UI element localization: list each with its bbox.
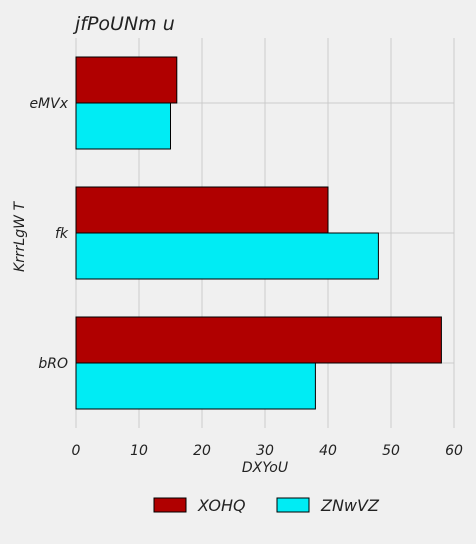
legend-swatch-ZNwVZ <box>276 497 310 513</box>
y-tick-label: fk <box>55 226 69 242</box>
y-tick-label: eMVx <box>29 96 68 112</box>
y-tick-labels: bRO fk eMVx <box>29 96 68 372</box>
bar-ZNwVZ-bRO <box>75 362 316 410</box>
legend-swatch-XOHQ <box>153 497 187 513</box>
x-tick-label: 40 <box>319 443 337 459</box>
x-tick-label: 50 <box>382 443 400 459</box>
bar-XOHQ-fk <box>75 186 329 234</box>
x-tick-labels: 0 10 20 30 40 50 60 <box>72 443 463 459</box>
y-axis-label: KrrrLgW T <box>12 201 28 272</box>
bar-XOHQ-bRO <box>75 316 442 364</box>
chart-title: jfPoUNm u <box>72 13 175 35</box>
bar-XOHQ-eMVx <box>75 56 178 104</box>
x-tick-label: 0 <box>72 443 81 459</box>
legend-label-ZNwVZ: ZNwVZ <box>320 496 380 515</box>
x-tick-label: 20 <box>193 443 211 459</box>
x-tick-label: 30 <box>256 443 274 459</box>
x-axis-label: DXYoU <box>242 460 288 476</box>
x-tick-label: 60 <box>445 443 463 459</box>
legend-label-XOHQ: XOHQ <box>197 496 246 515</box>
x-tick-label: 10 <box>130 443 148 459</box>
legend: XOHQ ZNwVZ <box>153 496 380 515</box>
bar-ZNwVZ-fk <box>75 232 379 280</box>
bars <box>75 56 442 410</box>
y-tick-label: bRO <box>38 356 68 372</box>
bar-ZNwVZ-eMVx <box>75 102 171 150</box>
